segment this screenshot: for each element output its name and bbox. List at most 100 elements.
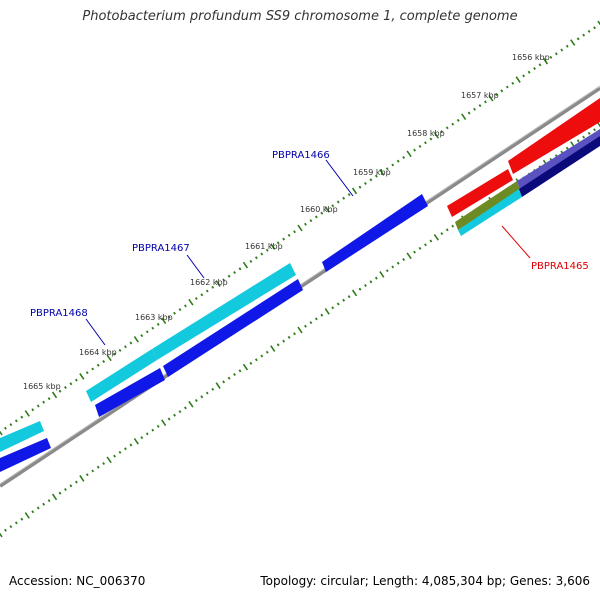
outer-tick [433,131,439,139]
outer-tick [102,360,106,363]
gene-bar-cyan-1468[interactable] [86,349,157,402]
inner-tick [113,454,116,458]
inner-tick [433,233,439,241]
inner-tick [347,295,351,299]
inner-tick [178,410,182,414]
outer-tick [461,113,467,121]
kbp-label-1658: 1658 kbp [407,129,445,138]
inner-tick [249,361,253,365]
inner-tick [151,428,155,432]
outer-tick [242,261,249,269]
gene-bar-red-right[interactable] [508,98,600,174]
outer-tick [565,44,569,48]
outer-tick [69,382,73,386]
gene-bar-blue-1466[interactable] [322,194,428,272]
inner-tick [14,521,18,525]
inner-tick [47,499,51,503]
gene-label-pbpra1465[interactable]: PBPRA1465 [531,261,589,272]
gene-bar-blue-1468[interactable] [95,368,165,417]
outer-tick [451,122,455,126]
inner-tick [167,417,171,421]
inner-tick [194,399,198,402]
inner-tick [396,261,400,265]
outer-tick [576,37,580,41]
outer-tick [478,104,482,108]
gene-bar-red-left[interactable] [447,169,513,217]
outer-tick [331,204,335,208]
inner-tick [413,250,416,254]
outer-tick [227,274,231,278]
gene-bar-navy[interactable] [519,136,600,197]
outer-tick [129,341,133,345]
gene-bar-blue-left[interactable] [0,438,51,472]
outer-tick [133,335,139,343]
inner-tick [24,512,30,519]
outer-tick [276,241,280,245]
gene-label-pbpra1467[interactable]: PBPRA1467 [132,243,190,254]
inner-tick [79,475,85,482]
map-title: Photobacterium profundum SS9 chromosome … [82,9,518,24]
outer-tick [254,256,258,260]
callout-line-1465 [501,225,531,259]
inner-tick [51,493,58,501]
gene-bar-cyan-1467[interactable] [152,263,296,360]
inner-tick [593,128,596,132]
outer-tick [533,67,536,70]
outer-tick [429,137,433,141]
outer-tick [47,397,51,401]
outer-tick [374,174,378,178]
outer-tick [91,367,95,371]
outer-tick [0,430,3,436]
outer-tick [473,107,476,111]
outer-tick [9,423,13,427]
outer-tick [494,93,498,96]
outer-tick [522,74,526,78]
callout-line-1467 [186,254,205,279]
inner-tick [385,269,389,273]
gene-label-pbpra1468[interactable]: PBPRA1468 [30,308,88,319]
gene-bar-blue-1467[interactable] [163,279,303,377]
inner-tick [9,525,13,529]
outer-tick [118,348,122,352]
outer-tick [85,371,89,375]
gene-bar-olive-1465[interactable] [455,181,520,230]
outer-tick [184,304,187,308]
outer-tick [304,222,307,226]
outer-tick [597,20,600,26]
inner-tick [358,287,362,291]
outer-tick [391,163,395,167]
inner-tick [260,354,264,358]
outer-tick [527,70,531,74]
outer-tick [260,252,264,256]
gene-bar-cyan-1465[interactable] [458,189,522,236]
outer-tick-track [0,20,600,436]
genome-stats-text: Topology: circular; Length: 4,085,304 bp… [260,574,590,588]
kbp-label-1662: 1662 kbp [190,278,228,287]
outer-tick [58,389,62,393]
inner-tick [369,280,373,284]
outer-tick [200,293,204,297]
gene-bar-cyan-left[interactable] [0,421,44,452]
callout-line-1468 [85,318,106,346]
outer-tick [488,94,494,102]
outer-tick [20,415,24,419]
gene-bar-purple[interactable] [517,129,600,190]
inner-tick [205,391,209,395]
inner-tick [4,528,7,532]
inner-tick [276,343,280,347]
outer-tick [151,326,155,330]
gene-label-pbpra1466[interactable]: PBPRA1466 [272,150,330,161]
outer-tick [396,159,400,163]
kbp-label-1663: 1663 kbp [135,313,173,322]
outer-tick [222,278,226,282]
outer-tick [31,408,35,412]
outer-tick [424,141,427,145]
outer-tick [385,167,389,171]
outer-tick [347,193,351,197]
inner-tick [254,358,258,362]
outer-tick [282,237,286,241]
inner-tick [297,326,303,334]
inner-tick [184,406,187,410]
inner-tick [451,224,455,228]
